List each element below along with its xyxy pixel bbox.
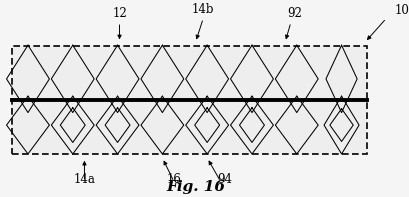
Text: 16: 16 [166,173,182,186]
Text: 12: 12 [112,7,127,20]
Text: 14b: 14b [192,3,214,16]
Text: Fig. 16: Fig. 16 [166,180,225,194]
Text: 10: 10 [394,4,409,17]
Text: 14a: 14a [74,173,95,186]
Text: 92: 92 [288,7,302,20]
Bar [12,46,367,154]
Text: 94: 94 [217,173,232,186]
Bar [12,46,367,154]
